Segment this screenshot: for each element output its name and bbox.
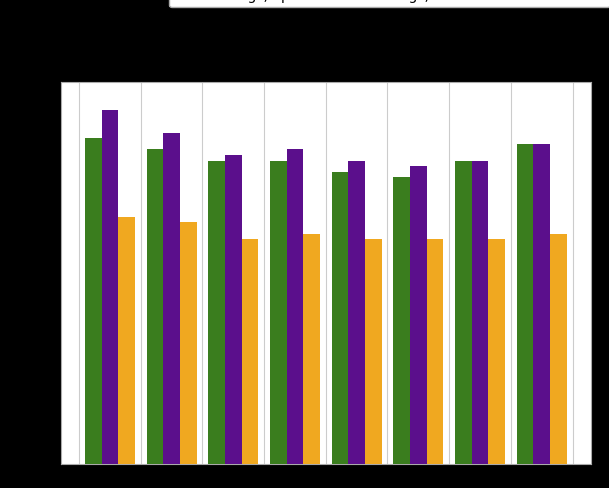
Bar: [332, 173, 348, 464]
Bar: [147, 150, 163, 464]
Bar: [163, 133, 180, 464]
Bar: [208, 162, 225, 464]
Bar: [102, 111, 118, 464]
Bar: [303, 234, 320, 464]
Bar: [410, 167, 427, 464]
Bar: [85, 139, 102, 464]
Bar: [393, 178, 410, 464]
Bar: [550, 234, 566, 464]
Bar: [533, 144, 550, 464]
Bar: [270, 162, 287, 464]
Legend: Saw logs, Spruce, Saw logs, Pine, All assortment: Saw logs, Spruce, Saw logs, Pine, All as…: [169, 0, 609, 8]
Bar: [118, 217, 135, 464]
Bar: [365, 240, 382, 464]
Bar: [242, 240, 258, 464]
Bar: [427, 240, 443, 464]
Bar: [472, 162, 488, 464]
Bar: [180, 223, 197, 464]
Bar: [287, 150, 303, 464]
Bar: [455, 162, 472, 464]
Bar: [225, 156, 242, 464]
Bar: [516, 144, 533, 464]
Bar: [488, 240, 505, 464]
Bar: [348, 162, 365, 464]
